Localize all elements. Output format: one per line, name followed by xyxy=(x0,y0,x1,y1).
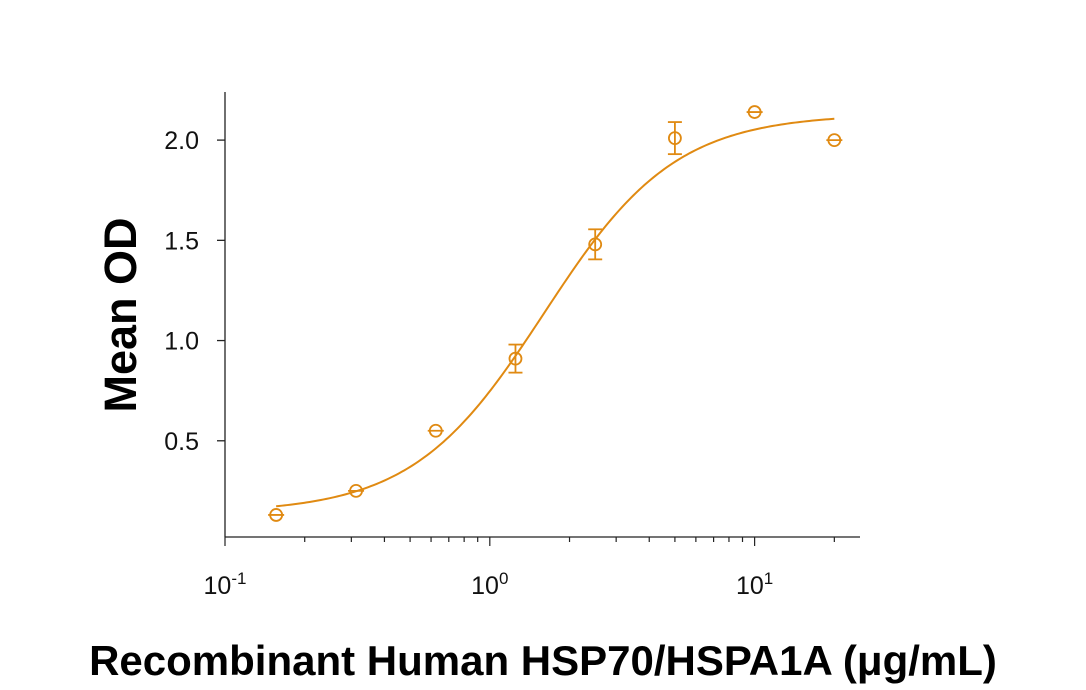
data-point xyxy=(508,351,523,366)
fit-curve xyxy=(276,117,835,508)
x-tick-label: 10-1 xyxy=(204,569,247,600)
y-axis-title: Mean OD xyxy=(95,217,146,412)
y-tick-label: 2.0 xyxy=(164,127,199,155)
x-tick-label: 100 xyxy=(471,569,508,600)
data-point xyxy=(269,508,284,522)
y-tick-label: 0.5 xyxy=(164,428,199,456)
y-tick-label: 1.0 xyxy=(164,328,199,356)
data-points xyxy=(268,105,843,522)
x-tick-label: 101 xyxy=(736,569,773,600)
x-axis-ticks: 10-1 100 101 xyxy=(204,537,835,600)
data-point xyxy=(747,105,762,119)
data-point xyxy=(428,423,443,438)
data-point xyxy=(588,237,603,252)
data-point xyxy=(827,133,842,148)
data-point xyxy=(349,483,363,498)
data-point xyxy=(668,131,682,146)
y-tick-label: 1.5 xyxy=(164,227,199,255)
y-axis-ticks: 0.5 1.0 1.5 2.0 xyxy=(164,127,225,456)
x-axis-title: Recombinant Human HSP70/HSPA1A (μg/mL) xyxy=(89,637,997,684)
